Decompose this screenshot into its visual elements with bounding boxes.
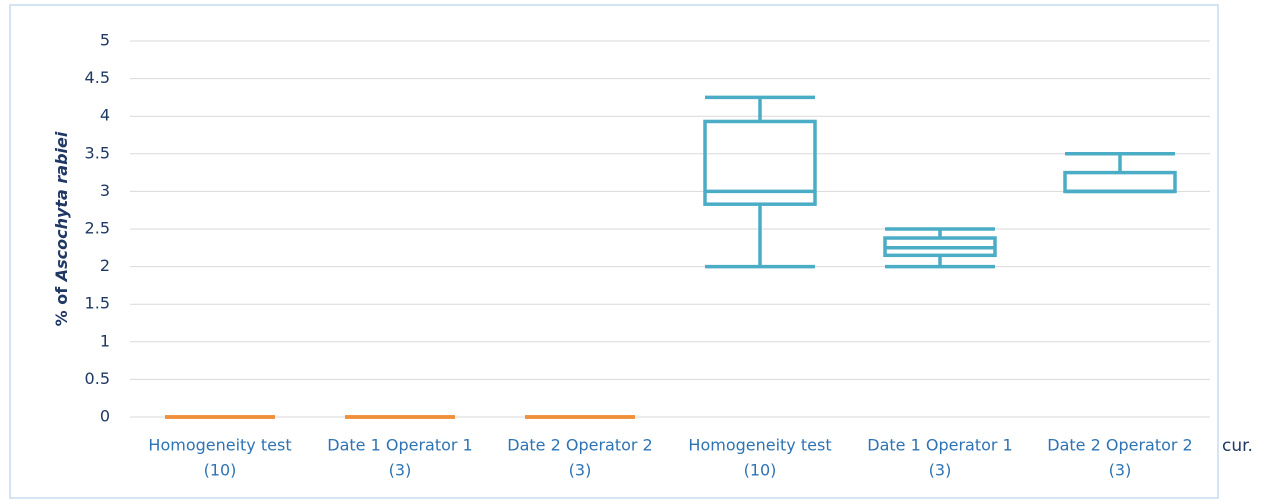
y-tick-label: 1.5	[85, 294, 110, 313]
y-tick-label: 4.5	[85, 68, 110, 87]
x-tick-label: (3)	[389, 461, 412, 480]
x-tick-label: (3)	[569, 461, 592, 480]
y-tick-label: 1	[100, 331, 110, 350]
y-tick-label: 0.5	[85, 369, 110, 388]
x-tick-label: Homogeneity test	[688, 436, 831, 455]
y-tick-label: 3	[100, 181, 110, 200]
y-tick-label: 2	[100, 256, 110, 275]
y-tick-label: 3.5	[85, 143, 110, 162]
x-tick-label: (10)	[204, 461, 237, 480]
y-tick-label: 2.5	[85, 219, 110, 238]
y-tick-label: 5	[100, 31, 110, 50]
x-tick-label: (3)	[929, 461, 952, 480]
y-tick-label: 4	[100, 106, 110, 125]
x-tick-label: Date 1 Operator 1	[867, 436, 1012, 455]
x-tick-label: (10)	[744, 461, 777, 480]
y-tick-label: 0	[100, 407, 110, 426]
y-axis-label: % of Ascochyta rabiei	[52, 131, 71, 326]
x-tick-label: Homogeneity test	[148, 436, 291, 455]
box	[703, 119, 817, 206]
annotation: cur.	[1222, 436, 1253, 456]
x-tick-label: (3)	[1109, 461, 1132, 480]
x-tick-label: Date 1 Operator 1	[327, 436, 472, 455]
x-tick-label: Date 2 Operator 2	[1047, 436, 1192, 455]
x-tick-label: Date 2 Operator 2	[507, 436, 652, 455]
